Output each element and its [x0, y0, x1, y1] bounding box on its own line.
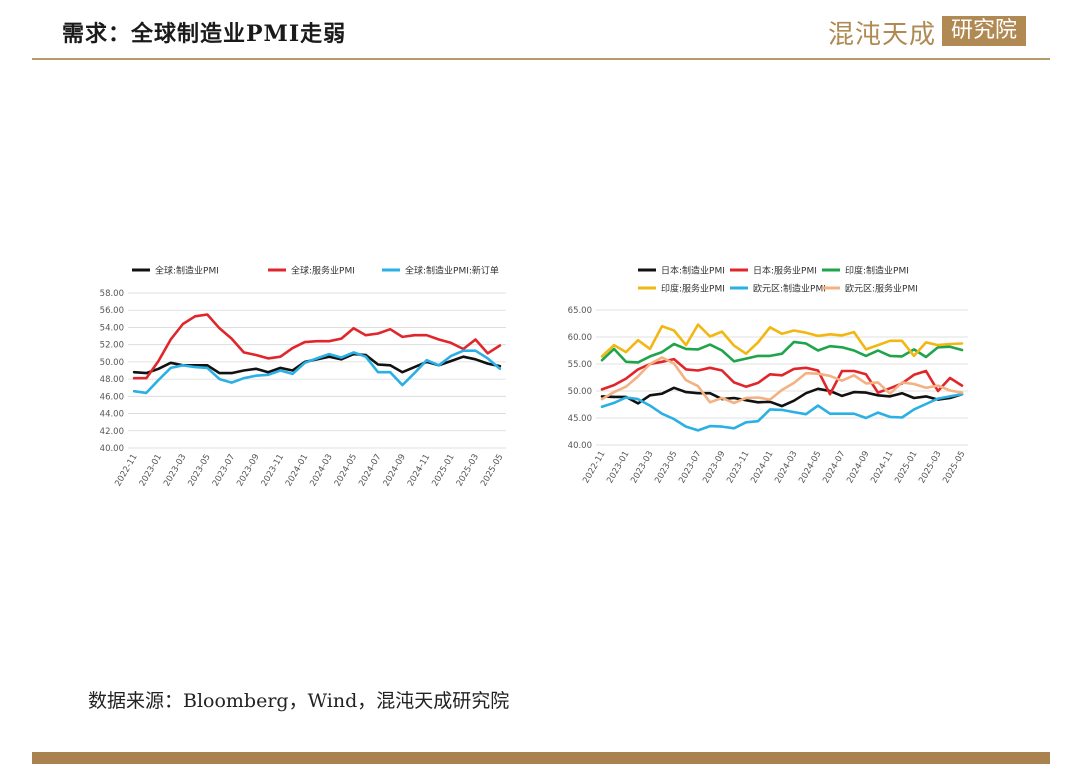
x-tick-label: 2023-05	[653, 450, 679, 486]
x-tick-label: 2023-05	[186, 453, 212, 489]
series-line	[600, 392, 964, 432]
x-tick-label: 2024-03	[308, 453, 334, 489]
x-tick-label: 2024-11	[406, 453, 432, 489]
y-tick-label: 44.00	[100, 410, 124, 420]
y-tick-label: 54.00	[100, 323, 124, 333]
page-title: 需求：全球制造业PMI走弱	[62, 21, 347, 47]
x-tick-label: 2024-09	[382, 453, 408, 489]
data-source-note: 数据来源：Bloomberg，Wind，混沌天成研究院	[88, 690, 510, 712]
legend-label: 日本:制造业PMI	[661, 265, 725, 277]
y-tick-label: 58.00	[100, 289, 124, 299]
x-tick-label: 2024-01	[749, 450, 775, 486]
y-tick-label: 50.00	[100, 358, 124, 368]
x-tick-label: 2024-07	[357, 453, 383, 489]
y-tick-label: 40.00	[100, 444, 124, 454]
legend-label: 日本:服务业PMI	[753, 265, 817, 277]
x-tick-label: 2023-07	[211, 453, 237, 489]
series-line	[132, 349, 502, 395]
x-tick-label: 2023-01	[605, 450, 631, 486]
x-tick-label: 2023-11	[260, 453, 286, 489]
x-tick-label: 2024-03	[773, 450, 799, 486]
x-tick-label: 2023-11	[725, 450, 751, 486]
legend-label: 欧元区:制造业PMI	[753, 283, 826, 295]
company-logo: 混沌天成 研究院	[822, 10, 1032, 52]
x-tick-label: 2025-03	[455, 453, 481, 489]
x-tick-label: 2022-11	[581, 450, 607, 486]
y-tick-label: 52.00	[100, 341, 124, 351]
x-tick-label: 2023-03	[629, 450, 655, 486]
x-tick-label: 2024-11	[869, 450, 895, 486]
y-tick-label: 40.00	[568, 441, 592, 451]
legend-label: 印度:服务业PMI	[661, 283, 725, 295]
series-line	[132, 313, 502, 380]
x-tick-label: 2023-09	[235, 453, 261, 489]
x-tick-label: 2023-03	[162, 453, 188, 489]
legend-label: 全球:制造业PMI	[155, 265, 219, 277]
country-pmi-chart: 日本:制造业PMI 日本:服务业PMI 印度:制造业PMI 印度:服务业PMI 欧元区:…	[568, 265, 968, 486]
x-tick-label: 2023-01	[138, 453, 164, 489]
y-tick-label: 55.00	[568, 360, 592, 370]
x-tick-label: 2022-11	[113, 453, 139, 489]
logo-brand-text: 混沌天成	[828, 20, 937, 50]
y-tick-label: 48.00	[100, 375, 124, 385]
legend-label: 全球:制造业PMI:新订单	[405, 265, 499, 277]
y-tick-label: 60.00	[568, 333, 592, 343]
x-tick-label: 2025-05	[941, 450, 967, 486]
logo-box-text: 研究院	[942, 16, 1026, 46]
y-tick-label: 65.00	[568, 306, 592, 316]
x-tick-label: 2024-09	[845, 450, 871, 486]
series-line	[600, 356, 964, 405]
x-tick-label: 2024-05	[333, 453, 359, 489]
x-tick-label: 2024-01	[284, 453, 310, 489]
series-line	[600, 386, 964, 408]
x-tick-label: 2023-07	[677, 450, 703, 486]
legend-label: 全球:服务业PMI	[291, 265, 355, 277]
y-tick-label: 45.00	[568, 414, 592, 424]
x-tick-label: 2025-03	[917, 450, 943, 486]
y-tick-label: 46.00	[100, 392, 124, 402]
x-tick-label: 2025-01	[893, 450, 919, 486]
series-line	[600, 323, 964, 358]
global-pmi-chart: 全球:制造业PMI 全球:服务业PMI 全球:制造业PMI:新订单 40.00 42.0…	[100, 265, 506, 489]
x-tick-label: 2024-07	[821, 450, 847, 486]
x-tick-label: 2023-09	[701, 450, 727, 486]
footer-bar	[32, 752, 1050, 764]
y-tick-label: 56.00	[100, 306, 124, 316]
y-tick-label: 42.00	[100, 427, 124, 437]
series-line	[132, 352, 502, 375]
x-tick-label: 2025-05	[479, 453, 505, 489]
series-line	[600, 340, 964, 364]
y-tick-label: 50.00	[568, 387, 592, 397]
x-tick-label: 2024-05	[797, 450, 823, 486]
legend-label: 欧元区:服务业PMI	[845, 283, 918, 295]
header-divider	[32, 58, 1050, 60]
x-tick-label: 2025-01	[430, 453, 456, 489]
legend-label: 印度:制造业PMI	[845, 265, 909, 277]
